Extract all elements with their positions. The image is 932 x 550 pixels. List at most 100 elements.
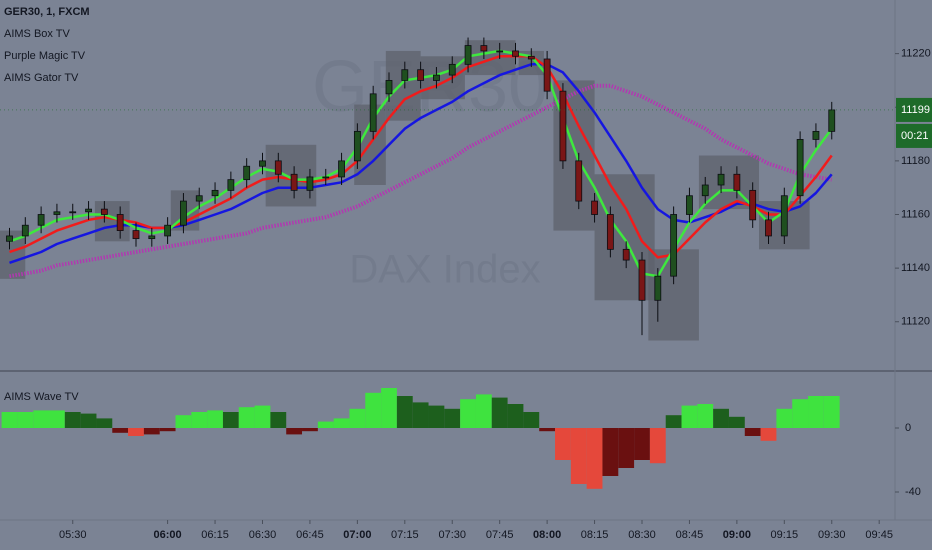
candle-body xyxy=(132,230,140,240)
last-price-label: 11199 xyxy=(901,104,930,116)
candle-body xyxy=(686,195,693,215)
candle-layer xyxy=(6,37,836,336)
candle-body xyxy=(828,109,836,132)
x-tick-label: 06:45 xyxy=(296,529,324,541)
wave-bar xyxy=(634,428,650,460)
indicator-name: Purple Magic TV xyxy=(4,50,86,62)
candle-body xyxy=(338,160,345,178)
wave-bar xyxy=(444,408,461,428)
candle-body xyxy=(21,224,29,237)
wave-bar xyxy=(96,418,113,428)
candle-body xyxy=(385,80,393,95)
range-box xyxy=(464,40,516,76)
wave-bar xyxy=(760,428,777,441)
wave-bar xyxy=(381,388,397,428)
candle-body xyxy=(575,160,583,202)
x-tick-label: 08:30 xyxy=(628,529,656,541)
x-tick-label: 07:00 xyxy=(343,529,371,541)
x-tick-label: 08:00 xyxy=(533,529,561,541)
candle-body xyxy=(559,90,567,162)
candle-body xyxy=(701,184,709,197)
candle-body xyxy=(306,176,314,191)
candle-body xyxy=(37,214,45,226)
candle-body xyxy=(717,173,725,186)
candle-body xyxy=(543,58,551,92)
candle-body xyxy=(765,219,772,237)
wave-bar xyxy=(428,405,445,428)
indicator-line xyxy=(9,55,833,259)
wave-bar xyxy=(523,412,540,428)
wave-bar xyxy=(207,410,223,428)
x-tick-label: 09:00 xyxy=(723,529,751,541)
candle-body xyxy=(433,74,440,81)
x-tick-label: 07:30 xyxy=(438,529,466,541)
x-tick-label: 08:45 xyxy=(676,529,704,541)
y-tick-label: 11180 xyxy=(901,155,930,167)
wave-bar xyxy=(697,404,714,428)
wave-bar xyxy=(460,399,476,428)
y-tick-label: 11220 xyxy=(901,48,931,60)
watermark-description: DAX Index xyxy=(349,248,540,292)
wave-bar xyxy=(159,428,176,432)
indicator-line xyxy=(9,83,833,279)
candle-body xyxy=(180,200,187,226)
wave-bar xyxy=(349,408,366,428)
candle-body xyxy=(259,160,266,167)
candle-body xyxy=(606,214,614,250)
wave-bar xyxy=(1,412,18,428)
wave-bar xyxy=(539,428,556,432)
candle-body xyxy=(733,173,741,191)
wave-bar xyxy=(365,392,382,428)
candle-body xyxy=(274,160,282,175)
candle-body xyxy=(290,173,298,191)
wave-bar xyxy=(823,396,840,428)
wave-bar xyxy=(64,412,81,428)
wave-bar xyxy=(17,412,34,428)
wave-bar xyxy=(49,410,65,428)
candle-body xyxy=(243,165,251,181)
wave-bar xyxy=(80,413,97,428)
candle-body xyxy=(164,224,172,237)
wave-bar xyxy=(808,396,824,428)
wave-bar xyxy=(128,428,144,436)
candle-body xyxy=(353,130,361,162)
candle-body xyxy=(654,275,662,301)
axes: 1112011140111601118011200112201119900:21… xyxy=(0,48,932,541)
x-tick-label: 08:15 xyxy=(581,529,609,541)
candle-body xyxy=(527,55,535,60)
wave-bar xyxy=(222,412,239,428)
candle-body xyxy=(6,235,13,242)
candle-body xyxy=(227,179,235,191)
countdown-box xyxy=(896,123,932,148)
candle-body xyxy=(480,45,488,52)
candle-body xyxy=(100,208,108,215)
candle-body xyxy=(322,176,330,179)
wave-bar xyxy=(570,428,587,484)
wave-bar xyxy=(602,428,619,476)
candle-body xyxy=(148,235,156,240)
candle-body xyxy=(85,208,92,213)
wave-bar xyxy=(191,412,208,428)
candle-body xyxy=(670,214,678,277)
wave-bar xyxy=(254,405,271,428)
x-tick-label: 06:30 xyxy=(249,529,277,541)
countdown-label: 00:21 xyxy=(901,130,929,142)
wave-bar xyxy=(143,428,160,435)
x-tick-label: 09:45 xyxy=(865,529,893,541)
candle-body xyxy=(69,211,77,214)
wave-bar xyxy=(491,397,508,428)
candle-body xyxy=(464,45,472,65)
x-tick-label: 07:45 xyxy=(486,529,514,541)
x-tick-label: 05:30 xyxy=(59,529,87,541)
y-tick-label: 11140 xyxy=(901,262,930,274)
wave-bar xyxy=(681,405,698,428)
wave-title: AIMS Wave TV xyxy=(4,391,79,403)
x-tick-label: 06:15 xyxy=(201,529,229,541)
wave-bar xyxy=(412,402,429,428)
wave-bar xyxy=(396,396,413,428)
wave-bar xyxy=(286,428,303,435)
wave-bar xyxy=(713,408,729,428)
wave-bar xyxy=(175,415,192,428)
